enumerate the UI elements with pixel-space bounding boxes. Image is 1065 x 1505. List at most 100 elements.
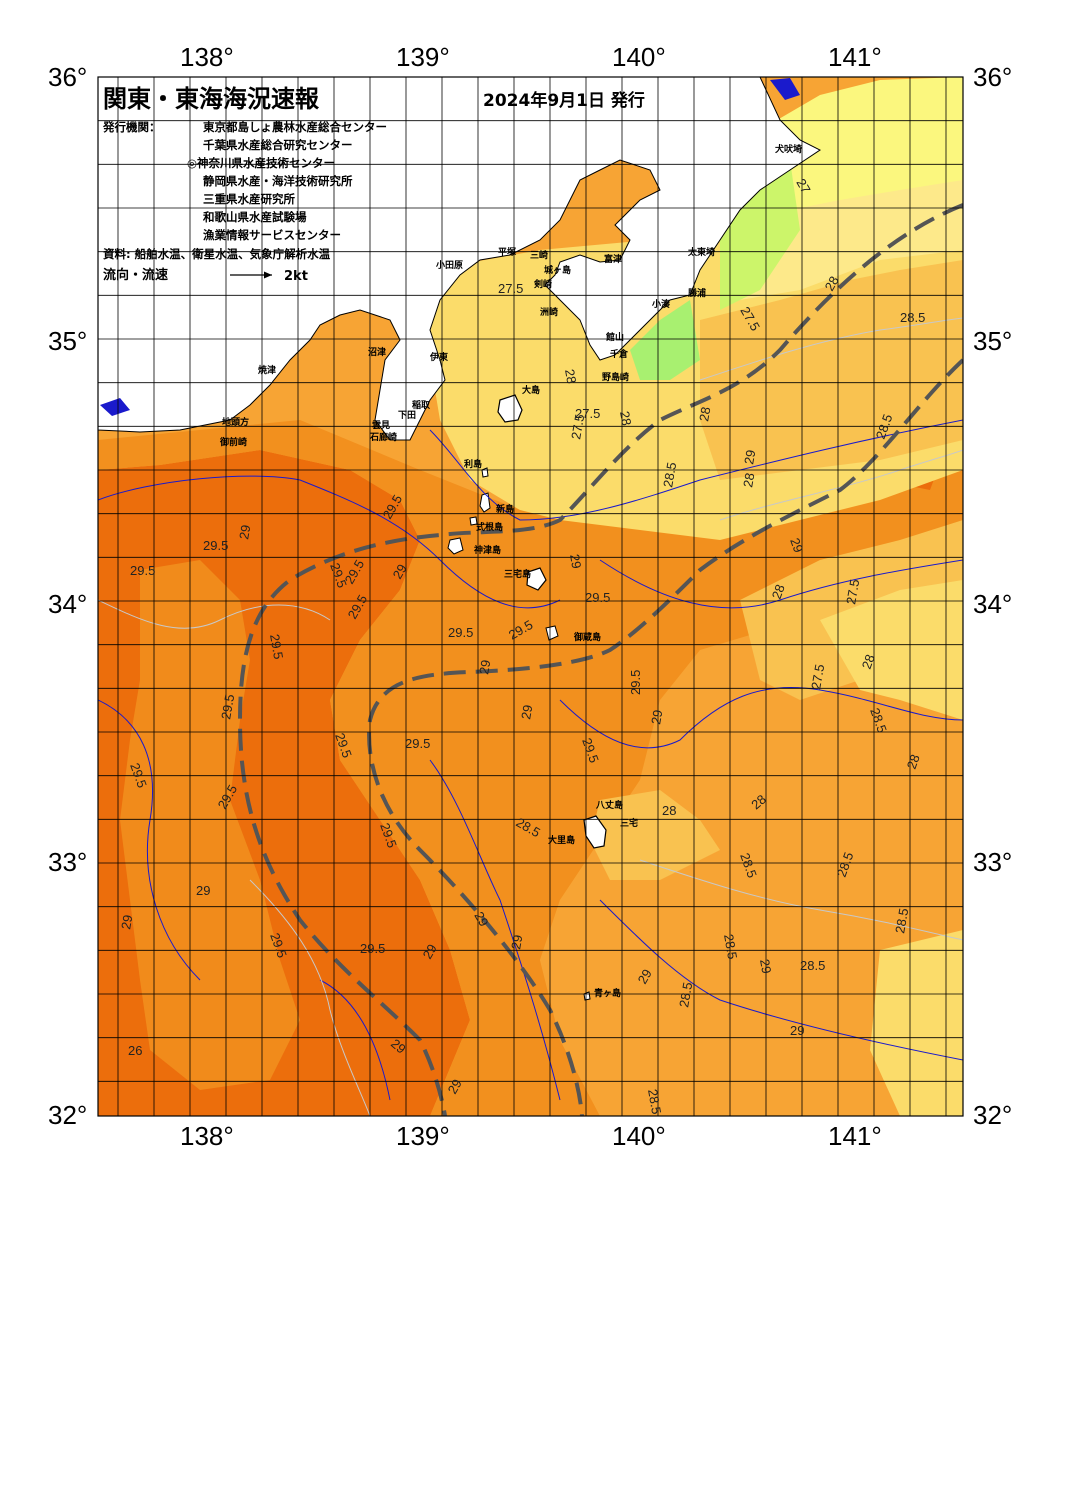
place-irozaki: 石廊崎 [369,431,397,443]
place-nojimazaki: 野島崎 [602,371,629,383]
iso-label: 28 [769,582,788,601]
iso-label: 29.5 [448,625,473,640]
zone-28-south-east [870,930,963,1116]
iso-label: 29 [471,909,491,929]
iso-label: 29.5 [203,538,228,553]
lat-label-left: 34° [48,589,87,619]
iso-label: 29.5 [628,670,643,695]
place-osato: 大里島 [548,834,575,846]
lat-label-left: 36° [48,62,87,92]
iso-label: 29.5 [218,693,237,721]
lon-label-bottom: 138° [180,1121,234,1151]
land-honshu [98,77,821,441]
lon-label-top: 140° [612,42,666,72]
place-labels: 犬吠埼 太東埼 勝浦 小湊 野島崎 千倉 館山 洲崎 富津 城ヶ島 剣崎 三崎 … [219,143,802,999]
lat-label-right: 35° [973,326,1012,356]
place-miyakejima: 三宅島 [504,568,531,580]
zone-green-boso [630,300,700,380]
current-axis-1 [237,203,963,1116]
map-border [97,76,964,1117]
iso-label: 28 [822,273,842,293]
lon-label-top: 139° [396,42,450,72]
iso-label: 29 [790,1023,804,1038]
place-hachijojima: 八丈島 [595,799,623,811]
iso-label: 28 [740,472,757,489]
iso-label: 27 [793,176,813,196]
zone-28-islands [590,790,720,880]
isotherm-labels: 27 27.5 27.5 27.5 27.5 27.5 27.5 28 28 2… [118,176,925,1115]
iso-label: 29 [445,1076,465,1096]
data-source: 資料: 船舶水温、衛星水温、気象庁解析水温 [103,247,331,261]
iso-label: 28 [859,652,878,671]
place-futtsu: 富津 [604,253,622,265]
iso-label: 29 [476,659,493,676]
place-oshima: 大島 [522,384,540,396]
place-numazu: 沼津 [368,346,386,358]
place-shikinejima: 式根島 [476,521,503,533]
iso-label: 28.5 [721,933,740,961]
iso-label: 29.5 [130,563,155,578]
iso-label: 29 [236,524,253,541]
iso-label: 29 [567,553,584,570]
place-shimoda: 下田 [398,410,416,421]
iso-label: 28 [662,803,676,818]
lon-label-top: 141° [828,42,882,72]
issuer-item: 三重県水産研究所 [203,192,295,206]
issue-date: 2024年9月1日 発行 [483,90,645,111]
lake-blue-1 [770,78,800,100]
issuer-label: 発行機関： [102,120,161,134]
iso-label: 29.5 [360,941,385,956]
lon-label-bottom: 141° [828,1121,882,1151]
lat-label-right: 36° [973,62,1012,92]
place-niijima: 新島 [496,503,514,515]
iso-label: 27.5 [575,406,600,421]
place-hiratsuka: 平塚 [498,246,516,258]
iso-label: 28 [562,368,579,385]
place-jogashima: 城ヶ島 [544,264,571,276]
current-axis-2 [367,358,963,1116]
land-kozushima [447,537,464,555]
iso-label: 28.5 [900,310,925,325]
issuer-item: 東京都島しょ農林水産総合センター [203,120,387,134]
place-kominato: 小湊 [651,298,671,310]
place-kozushima: 神津島 [474,544,501,556]
place-aogashima: 青ヶ島 [594,987,621,999]
lon-label-bottom: 139° [396,1121,450,1151]
iso-label: 28.5 [800,958,825,973]
iso-label: 28 [696,406,713,423]
iso-label: 27.5 [808,663,827,691]
iso-label: 28 [904,752,923,771]
place-jitogata: 地頭方 [222,416,249,428]
lat-label-right: 32° [973,1100,1012,1130]
place-mikurajima: 御蔵島 [573,631,601,643]
lat-label-left: 32° [48,1100,87,1130]
iso-label: 27.5 [498,281,523,296]
iso-label: 28.5 [645,1088,664,1116]
axis-labels: 138° 139° 140° 141° 138° 139° 140° 141° … [48,42,1012,1151]
place-sunosaki: 洲崎 [540,306,558,318]
lon-label-bottom: 140° [612,1121,666,1151]
land-aogashima [583,991,591,1001]
iso-label: 29 [508,934,525,951]
iso-label: 29 [648,709,665,726]
lake-blue-2 [100,398,130,416]
iso-label: 27.5 [568,413,587,441]
iso-label: 29 [390,561,410,581]
iso-label: 29.5 [585,590,610,605]
place-inubosaki: 犬吠埼 [774,143,802,155]
lon-label-top: 138° [180,42,234,72]
header-block: 関東・東海海況速報 2024年9月1日 発行 発行機関： 東京都島しょ農林水産総… [102,85,645,284]
issuer-item: 漁業情報サービスセンター [203,228,341,242]
iso-label: 29 [518,704,535,721]
place-taitozaki: 太東埼 [687,246,715,258]
zone-29-5-west-inner [120,560,300,1090]
lat-lon-grid [98,77,963,1116]
map-title: 関東・東海海況速報 [103,85,320,113]
place-kumomi: 雲見 [372,419,390,431]
current-axes [237,203,963,1116]
isotherms [98,317,963,1116]
zone-29 [98,410,963,1116]
zone-27-5-south-east [820,580,963,720]
zone-28-5-east [540,590,963,1116]
place-katsuura: 勝浦 [688,287,706,299]
